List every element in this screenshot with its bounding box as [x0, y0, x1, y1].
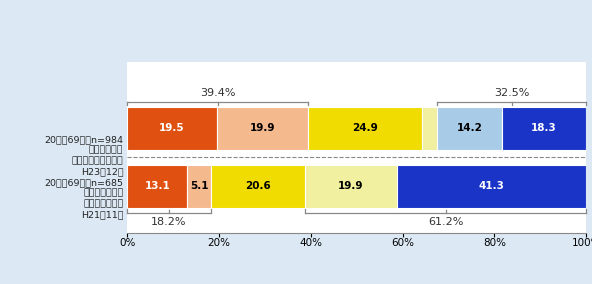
Bar: [397, 165, 586, 208]
Bar: [127, 165, 188, 208]
Bar: [305, 165, 397, 208]
Text: 32.5%: 32.5%: [494, 88, 529, 98]
Text: 20歳～69歳　n=685: 20歳～69歳 n=685: [44, 178, 124, 187]
Text: 18.3: 18.3: [531, 123, 557, 133]
Bar: [437, 107, 502, 150]
Text: 41.3: 41.3: [478, 181, 504, 191]
Text: 訪問留置き調査: 訪問留置き調査: [83, 189, 124, 198]
Bar: [127, 107, 217, 150]
Text: 18.2%: 18.2%: [152, 217, 187, 227]
Text: 19.9: 19.9: [338, 181, 363, 191]
Bar: [188, 165, 211, 208]
Text: 訪問面接調査: 訪問面接調査: [89, 146, 124, 154]
Bar: [217, 107, 308, 150]
Bar: [211, 165, 305, 208]
Text: H23年12月: H23年12月: [81, 167, 124, 176]
Text: 19.9: 19.9: [250, 123, 275, 133]
Text: 5.1: 5.1: [190, 181, 208, 191]
Text: 61.2%: 61.2%: [428, 217, 464, 227]
Text: 14.2: 14.2: [456, 123, 482, 133]
Bar: [422, 107, 437, 150]
Bar: [308, 107, 422, 150]
Text: 13.1: 13.1: [144, 181, 170, 191]
Text: 24.9: 24.9: [352, 123, 378, 133]
Text: H21年11月: H21年11月: [81, 210, 124, 219]
Text: 39.4%: 39.4%: [200, 88, 236, 98]
Text: 科学技術政策研究所: 科学技術政策研究所: [72, 156, 124, 165]
Text: 電力中央研究所: 電力中央研究所: [83, 199, 124, 208]
Text: 20.6: 20.6: [245, 181, 271, 191]
Bar: [502, 107, 586, 150]
Text: 19.5: 19.5: [159, 123, 185, 133]
Text: 20歳～69歳　n=984: 20歳～69歳 n=984: [44, 135, 124, 144]
